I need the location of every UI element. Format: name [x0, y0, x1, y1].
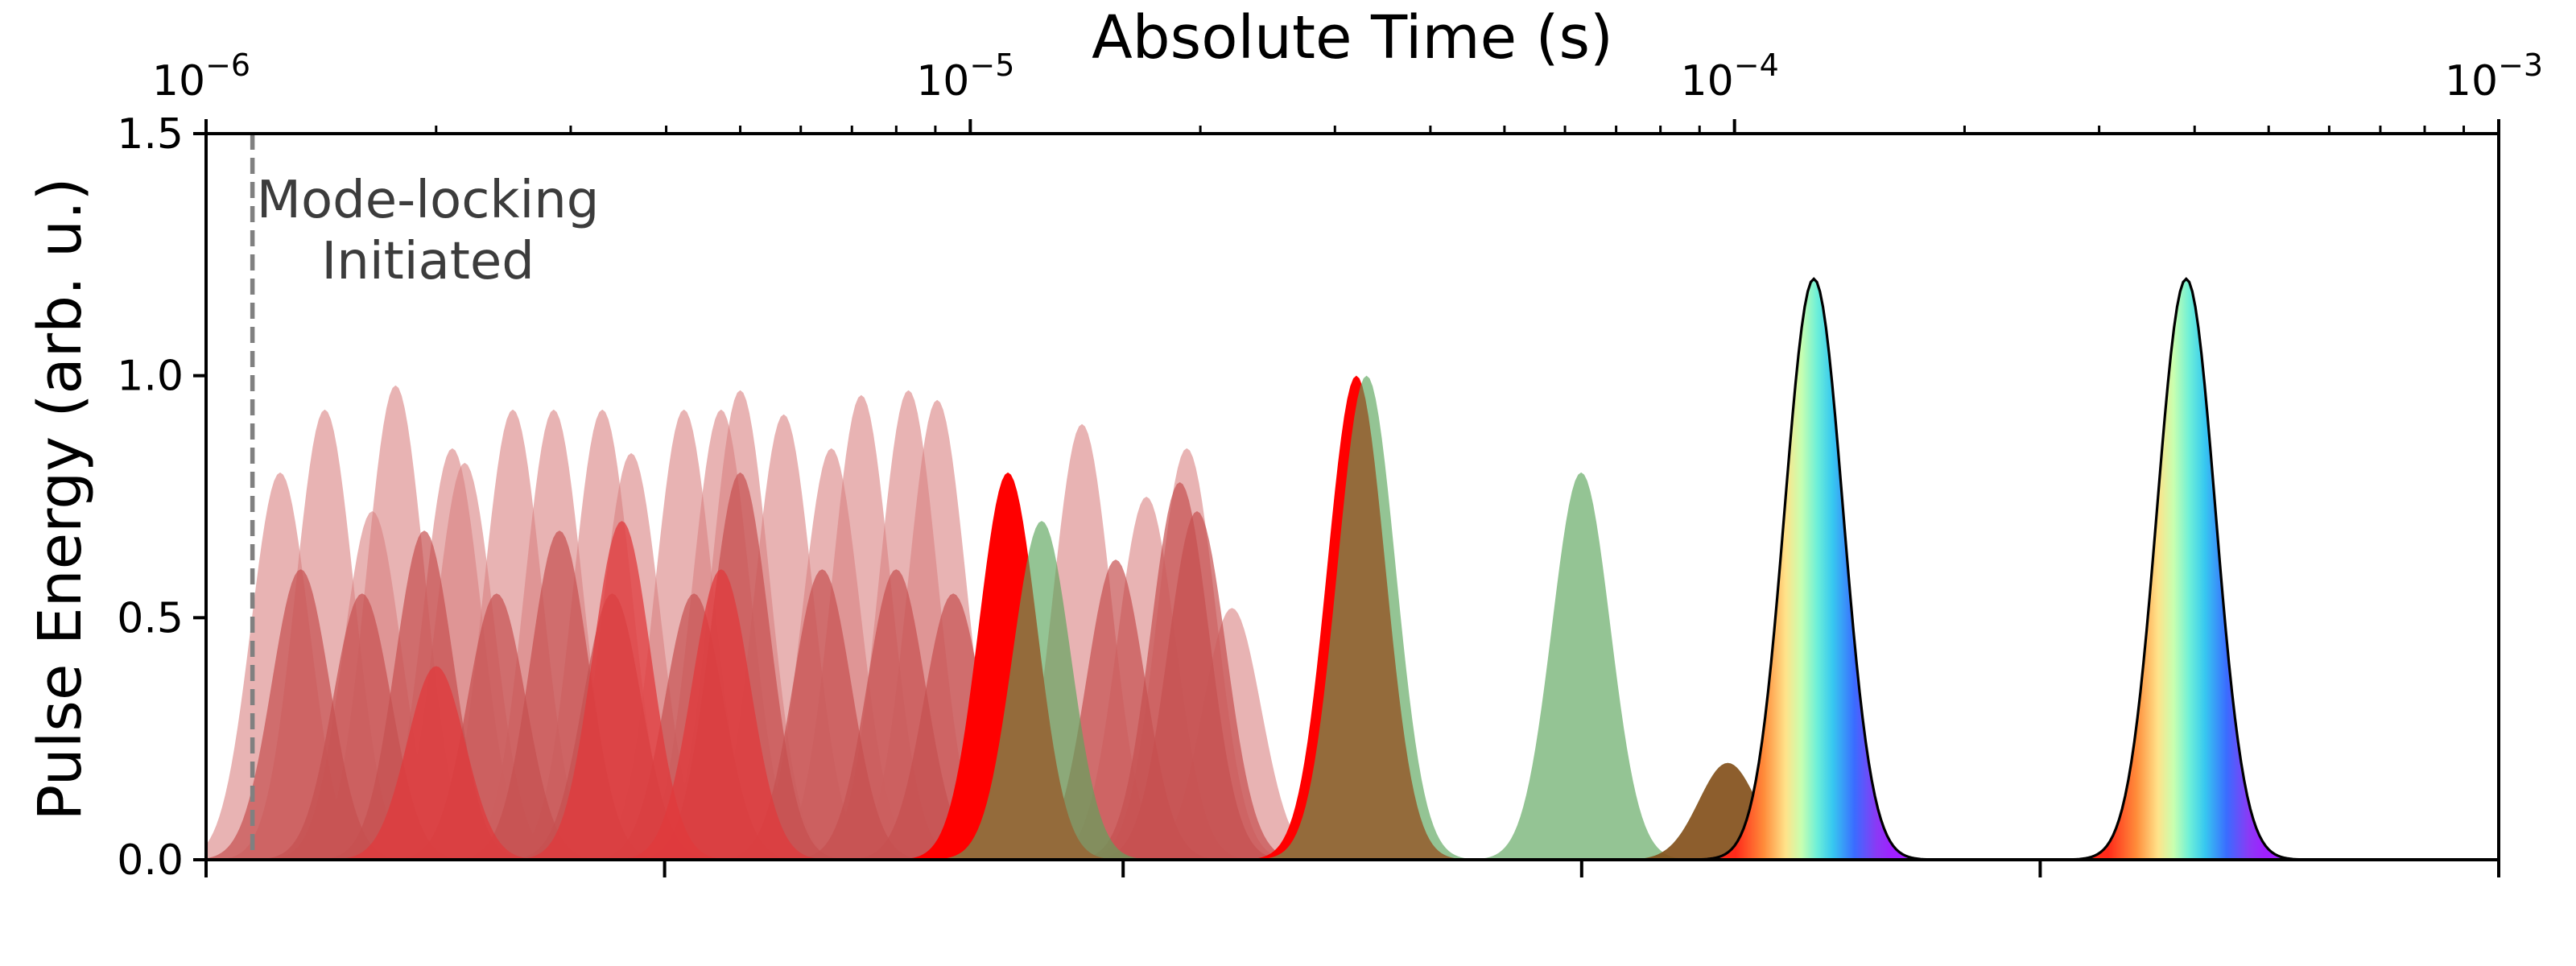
pulse-marks [206, 134, 2310, 860]
pulse-s4-1 [1245, 375, 1489, 860]
pulse-s4-2 [1459, 472, 1703, 860]
pulse-s0-18 [960, 423, 1204, 860]
pulse-s3-0 [886, 472, 1130, 860]
pulse-s0-15 [739, 394, 984, 860]
annotation-line-1: Mode-locking [257, 171, 600, 230]
pulse-s2-1 [499, 521, 745, 860]
pulse-s0-13 [662, 414, 906, 860]
pulse-s2-2 [599, 569, 844, 860]
plot-frame [204, 132, 2500, 861]
pulse-s0-17 [815, 399, 1059, 860]
pulse-s1-1 [240, 593, 485, 860]
pulse-s4-0 [919, 521, 1164, 860]
top-tick-label: 10−5 [916, 47, 1014, 105]
pulse-s1-4 [437, 530, 682, 860]
pulse-s2-0 [314, 666, 559, 860]
pulse-s1-11 [993, 559, 1238, 860]
y-tick-label: 0.0 [117, 836, 184, 885]
labels: Absolute Time (s) Pulse Energy (arb. u.)… [26, 3, 1613, 820]
y-axis-label: Pulse Energy (arb. u.) [26, 178, 95, 821]
y-tick-label: 0.5 [117, 594, 184, 642]
pulse-s1-10 [831, 593, 1075, 860]
pulse-s5-0 [1605, 762, 1850, 860]
pulse-s0-1 [206, 409, 447, 860]
pulse-s1-9 [774, 569, 1018, 860]
top-axis-label: Absolute Time (s) [1092, 3, 1613, 72]
pulse-rainbow-1 [2062, 277, 2310, 860]
top-tick-label: 10−3 [2445, 47, 2543, 105]
top-tick-label: 10−6 [152, 47, 250, 105]
pulse-s1-13 [1075, 511, 1319, 860]
pulse-series-group [206, 277, 2310, 860]
annotation-line-2: Initiated [321, 232, 534, 291]
pulse-s1-0 [206, 569, 423, 860]
y-tick-label: 1.0 [117, 353, 184, 401]
pulse-s1-3 [374, 593, 619, 860]
pulse-s1-8 [700, 569, 944, 860]
top-tick-label: 10−4 [1681, 47, 1779, 105]
pulse-rainbow-0 [1690, 277, 1938, 860]
pulse-s0-3 [273, 385, 518, 860]
pulse-s0-5 [342, 462, 587, 860]
y-tick-label: 1.5 [117, 110, 184, 159]
